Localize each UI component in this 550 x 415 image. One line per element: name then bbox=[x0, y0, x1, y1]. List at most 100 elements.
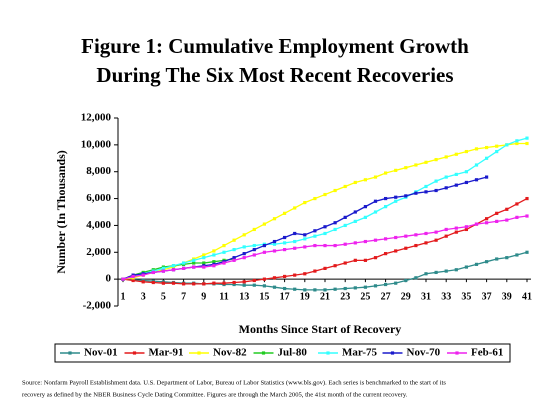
data-point bbox=[353, 180, 357, 185]
data-point bbox=[474, 178, 479, 182]
data-point bbox=[444, 269, 448, 273]
data-point bbox=[464, 225, 468, 229]
data-point bbox=[353, 286, 357, 290]
data-point bbox=[131, 274, 135, 279]
data-point bbox=[212, 264, 216, 268]
x-tick-label: 33 bbox=[441, 291, 451, 302]
data-point bbox=[323, 266, 327, 270]
data-point bbox=[202, 265, 206, 269]
data-point bbox=[454, 226, 458, 230]
legend-label: Nov-70 bbox=[407, 347, 441, 359]
data-point bbox=[454, 152, 458, 156]
data-point bbox=[424, 190, 428, 194]
x-tick-label: 3 bbox=[141, 291, 146, 302]
data-point bbox=[232, 238, 236, 242]
data-point bbox=[485, 156, 489, 160]
data-point bbox=[505, 143, 509, 147]
data-point bbox=[333, 188, 337, 193]
data-point bbox=[495, 257, 499, 261]
data-point bbox=[373, 175, 378, 179]
data-point bbox=[363, 239, 367, 244]
data-point bbox=[212, 281, 216, 285]
data-point bbox=[404, 166, 408, 170]
data-point bbox=[515, 202, 519, 206]
y-tick-label: 12,000 bbox=[81, 112, 112, 124]
data-point bbox=[505, 218, 509, 222]
data-point bbox=[444, 155, 448, 159]
data-point bbox=[404, 234, 408, 238]
data-point bbox=[505, 207, 509, 211]
data-point bbox=[485, 217, 489, 221]
data-point bbox=[394, 235, 398, 240]
data-point bbox=[161, 269, 165, 273]
series-line bbox=[122, 197, 528, 285]
x-tick-label: 1 bbox=[121, 291, 126, 302]
data-point bbox=[171, 268, 176, 272]
x-tick-label: 27 bbox=[381, 291, 391, 302]
data-point bbox=[373, 210, 378, 214]
data-point bbox=[495, 144, 499, 148]
legend-marker bbox=[197, 351, 201, 355]
data-point bbox=[222, 281, 226, 285]
data-point bbox=[141, 280, 145, 284]
data-point bbox=[424, 184, 428, 189]
x-tick-label: 31 bbox=[421, 291, 431, 302]
data-point bbox=[333, 287, 337, 291]
data-point bbox=[303, 272, 307, 276]
legend-marker bbox=[132, 351, 137, 355]
x-tick-label: 19 bbox=[300, 291, 310, 302]
data-point bbox=[192, 265, 196, 269]
data-point bbox=[394, 199, 398, 203]
data-point bbox=[283, 235, 287, 240]
data-point bbox=[343, 184, 347, 189]
data-point bbox=[394, 249, 398, 253]
data-point bbox=[444, 186, 448, 190]
data-point bbox=[202, 261, 206, 265]
data-point bbox=[353, 258, 357, 262]
data-point bbox=[505, 256, 509, 260]
data-point bbox=[242, 252, 246, 256]
data-point bbox=[363, 215, 367, 219]
data-point bbox=[474, 163, 479, 167]
x-tick-label: 15 bbox=[259, 291, 269, 302]
data-point bbox=[363, 258, 367, 262]
data-point bbox=[485, 260, 489, 264]
data-point bbox=[232, 280, 236, 285]
data-point bbox=[293, 287, 297, 291]
data-point bbox=[202, 256, 206, 260]
data-point bbox=[333, 227, 337, 232]
data-point bbox=[384, 282, 388, 287]
data-point bbox=[323, 231, 327, 236]
data-point bbox=[232, 248, 236, 252]
y-axis-label: Number (In Thousands) bbox=[54, 150, 68, 274]
data-point bbox=[151, 270, 155, 275]
data-point bbox=[262, 243, 266, 248]
legend-marker bbox=[455, 351, 459, 355]
x-tick-label: 9 bbox=[201, 291, 206, 302]
data-point bbox=[343, 215, 347, 219]
x-tick-label: 29 bbox=[401, 291, 411, 302]
y-tick-label: 0 bbox=[106, 273, 112, 285]
data-point bbox=[333, 221, 337, 225]
data-point bbox=[464, 180, 468, 185]
data-point bbox=[454, 268, 458, 272]
x-tick-label: 23 bbox=[340, 291, 350, 302]
data-point bbox=[414, 243, 418, 248]
data-point bbox=[272, 276, 277, 280]
data-point bbox=[373, 256, 378, 260]
data-point bbox=[283, 211, 287, 215]
x-tick-label: 11 bbox=[219, 291, 228, 302]
data-point bbox=[424, 160, 428, 164]
data-point bbox=[252, 278, 256, 283]
data-point bbox=[323, 288, 327, 292]
data-point bbox=[363, 178, 367, 182]
data-point bbox=[454, 230, 458, 234]
x-tick-label: 7 bbox=[181, 291, 186, 302]
data-point bbox=[283, 274, 287, 279]
data-point bbox=[242, 280, 246, 284]
data-point bbox=[313, 288, 317, 292]
data-point bbox=[384, 252, 388, 256]
data-point bbox=[151, 280, 155, 285]
data-point bbox=[192, 258, 196, 262]
data-point bbox=[474, 262, 479, 266]
